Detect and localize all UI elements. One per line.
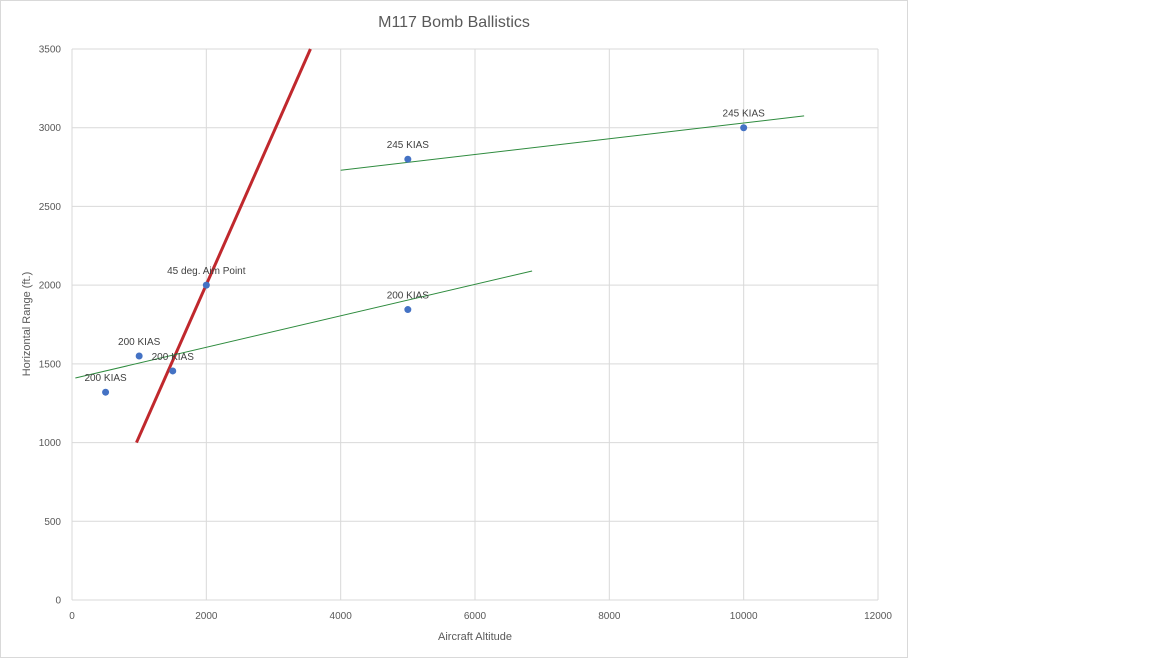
x-tick-label: 12000 bbox=[864, 611, 892, 622]
data-point bbox=[135, 352, 143, 360]
data-label: 200 KIAS bbox=[387, 291, 430, 302]
x-tick-label: 6000 bbox=[464, 611, 487, 622]
y-tick-label: 3000 bbox=[39, 123, 62, 134]
y-tick-label: 1500 bbox=[39, 359, 62, 370]
y-tick-label: 1000 bbox=[39, 438, 62, 449]
data-label: 245 KIAS bbox=[723, 109, 766, 120]
y-tick-label: 500 bbox=[44, 517, 61, 528]
tick-labels: 0 500 1000 1500 2000 2500 3000 3500 0 2000 4000 600… bbox=[39, 45, 893, 623]
y-tick-label: 2000 bbox=[39, 281, 62, 292]
data-labels: 200 KIAS 200 KIAS 200 KIAS 45 deg. Aim Poin… bbox=[84, 109, 765, 384]
data-label: 245 KIAS bbox=[387, 140, 430, 151]
data-point bbox=[169, 367, 177, 375]
x-tick-label: 4000 bbox=[330, 611, 353, 622]
data-label: 45 deg. Aim Point bbox=[167, 266, 246, 277]
y-tick-label: 0 bbox=[55, 596, 61, 607]
x-tick-label: 8000 bbox=[598, 611, 621, 622]
y-axis-label: Horizontal Range (ft.) bbox=[21, 272, 33, 377]
data-point bbox=[404, 155, 412, 163]
trend-lines bbox=[75, 48, 805, 444]
x-axis-label: Aircraft Altitude bbox=[438, 631, 512, 643]
chart-frame bbox=[0, 0, 908, 658]
data-point bbox=[102, 388, 110, 396]
trend-line bbox=[135, 48, 312, 444]
x-tick-label: 10000 bbox=[730, 611, 758, 622]
chart-title: M117 Bomb Ballistics bbox=[378, 14, 530, 31]
data-point bbox=[202, 281, 210, 289]
data-label: 200 KIAS bbox=[152, 352, 195, 363]
x-tick-label: 2000 bbox=[195, 611, 218, 622]
y-tick-label: 3500 bbox=[39, 45, 62, 56]
data-label: 200 KIAS bbox=[118, 337, 161, 348]
data-point bbox=[404, 306, 412, 314]
y-tick-label: 2500 bbox=[39, 202, 62, 213]
gridlines bbox=[71, 48, 879, 601]
data-point bbox=[740, 124, 748, 132]
trend-line bbox=[75, 270, 533, 379]
x-tick-label: 0 bbox=[69, 611, 75, 622]
data-label: 200 KIAS bbox=[84, 373, 127, 384]
data-points bbox=[102, 124, 748, 396]
trend-line bbox=[340, 115, 805, 171]
